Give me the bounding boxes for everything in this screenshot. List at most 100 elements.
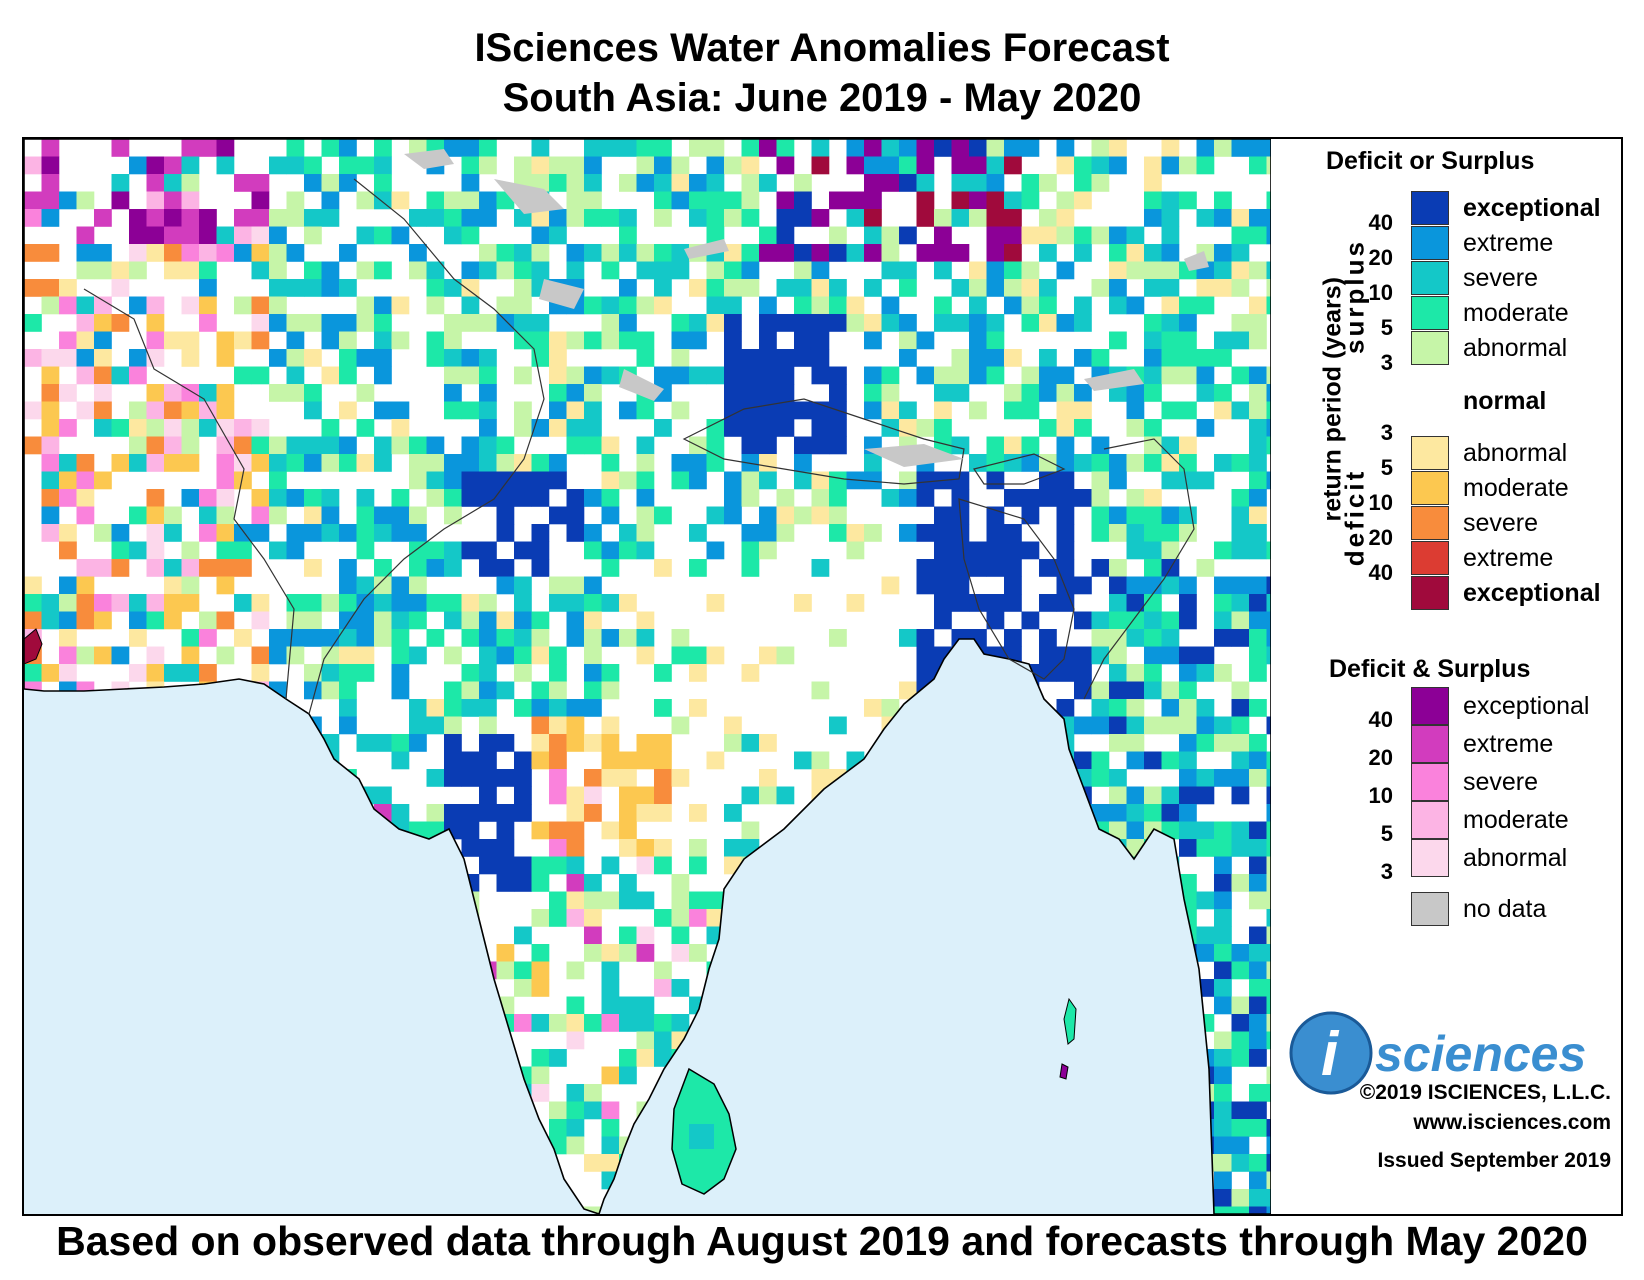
grid-cell — [864, 139, 882, 157]
grid-cell — [1179, 331, 1197, 350]
grid-cell — [566, 244, 585, 262]
grid-cell — [216, 576, 235, 595]
grid-cell — [129, 366, 147, 385]
legend-section1-title: Deficit or Surplus — [1326, 147, 1535, 175]
grid-cell — [1021, 489, 1040, 507]
grid-cell — [1074, 174, 1092, 192]
grid-cell — [1249, 1206, 1267, 1214]
grid-cell — [566, 489, 585, 507]
grid-cell — [1109, 681, 1127, 700]
grid-cell — [146, 419, 165, 437]
grid-cell — [391, 664, 410, 682]
legend-label: moderate — [1463, 474, 1569, 502]
grid-cell — [1144, 489, 1162, 507]
grid-cell — [216, 506, 235, 525]
grid-cell — [1179, 681, 1197, 700]
grid-cell — [1074, 349, 1092, 367]
grid-cell — [461, 821, 480, 840]
grid-cell — [584, 926, 602, 945]
grid-cell — [1109, 821, 1127, 840]
grid-cell — [899, 331, 917, 350]
grid-cell — [566, 716, 585, 735]
grid-cell — [566, 524, 585, 542]
grid-cell — [269, 489, 287, 507]
grid-cell — [549, 366, 567, 385]
grid-cell — [549, 471, 567, 490]
grid-cell — [1179, 611, 1197, 630]
grid-cell — [864, 524, 882, 542]
grid-cell — [374, 576, 392, 595]
grid-cell — [514, 769, 532, 787]
grid-cell — [1231, 1049, 1250, 1067]
grid-cell — [601, 489, 620, 507]
grid-cell — [619, 1014, 637, 1032]
grid-cell — [129, 629, 147, 647]
grid-cell — [461, 401, 480, 420]
grid-cell — [1196, 366, 1215, 385]
grid-cell — [444, 611, 462, 630]
grid-cell — [76, 559, 95, 577]
grid-cell — [251, 226, 270, 245]
grid-cell — [619, 226, 637, 245]
grid-cell — [1126, 541, 1145, 560]
grid-cell — [1266, 139, 1271, 157]
grid-cell — [216, 349, 235, 367]
grid-cell — [1074, 156, 1092, 175]
sri-lanka-center — [689, 1124, 714, 1149]
grid-cell — [1056, 314, 1075, 332]
grid-cell — [601, 996, 620, 1015]
grid-cell — [1266, 541, 1271, 560]
grid-cell — [59, 349, 77, 367]
grid-cell — [619, 821, 637, 840]
grid-cell — [391, 751, 410, 770]
grid-cell — [1249, 646, 1267, 665]
grid-cell — [916, 576, 935, 595]
grid-cell — [689, 909, 707, 927]
grid-cell — [671, 944, 690, 962]
grid-cell — [636, 541, 655, 560]
grid-cell — [76, 646, 95, 665]
grid-cell — [549, 716, 567, 735]
grid-cell — [1249, 331, 1267, 350]
grid-cell — [584, 366, 602, 385]
grid-cell — [1214, 244, 1232, 262]
grid-cell — [304, 681, 322, 700]
grid-cell — [251, 454, 270, 472]
grid-cell — [794, 244, 812, 262]
grid-cell — [479, 681, 497, 700]
grid-cell — [741, 139, 760, 157]
grid-cell — [1231, 1014, 1250, 1032]
grid-cell — [1074, 454, 1092, 472]
grid-cell — [1179, 786, 1197, 805]
grid-cell — [199, 296, 217, 315]
grid-cell — [689, 471, 707, 490]
grid-cell — [566, 1014, 585, 1032]
grid-cell — [391, 734, 410, 752]
grid-cell — [24, 349, 42, 367]
legend-both-swatch — [1411, 839, 1449, 877]
grid-cell — [619, 296, 637, 315]
grid-cell — [59, 454, 77, 472]
grid-cell — [1249, 1014, 1267, 1032]
grid-cell — [741, 821, 760, 840]
grid-cell — [776, 314, 795, 332]
copyright-text: ©2019 ISCIENCES, L.L.C. — [1359, 1081, 1611, 1104]
grid-cell — [829, 489, 847, 507]
grid-cell — [1249, 366, 1267, 385]
grid-cell — [741, 191, 760, 210]
grid-cell — [986, 366, 1005, 385]
grid-cell — [934, 261, 952, 280]
grid-cell — [339, 454, 357, 472]
grid-cell — [566, 629, 585, 647]
grid-cell — [321, 314, 340, 332]
grid-cell — [1004, 191, 1022, 210]
grid-cell — [584, 419, 602, 437]
grid-cell — [269, 156, 287, 175]
grid-cell — [846, 594, 865, 612]
grid-cell — [234, 366, 252, 385]
grid-cell — [1214, 1119, 1232, 1137]
grid-cell — [1231, 314, 1250, 332]
grid-cell — [1179, 594, 1197, 612]
grid-cell — [1231, 716, 1250, 735]
grid-cell — [1179, 646, 1197, 665]
